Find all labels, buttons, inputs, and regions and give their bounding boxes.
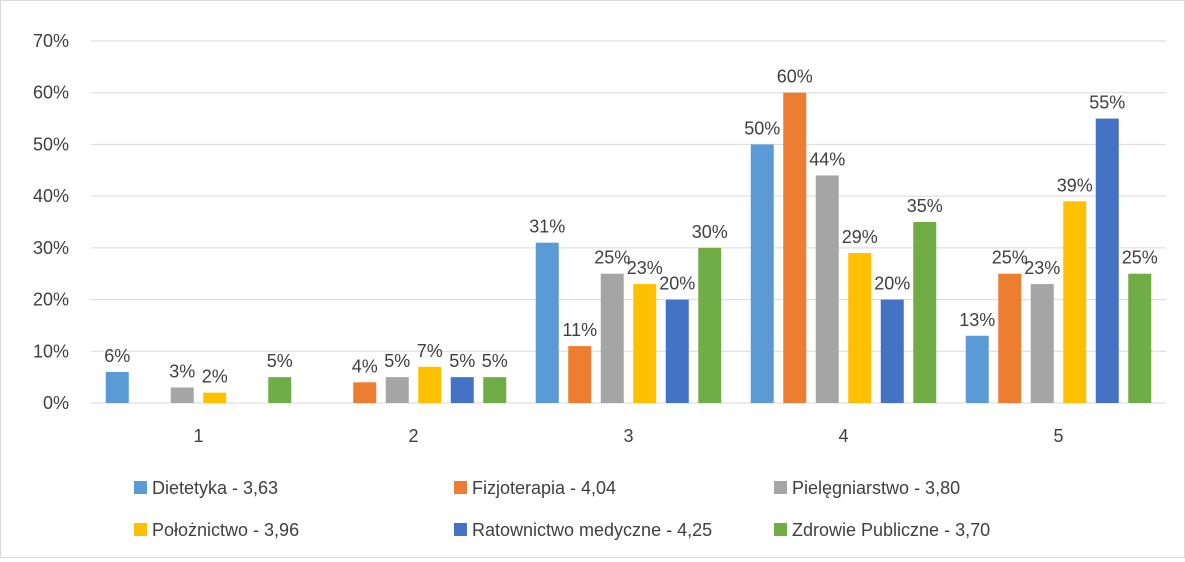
- data-label: 55%: [1089, 93, 1125, 113]
- data-label: 31%: [529, 217, 565, 237]
- y-tick-label: 60%: [33, 83, 69, 103]
- bar: [105, 371, 129, 403]
- bar: [665, 299, 689, 403]
- bar: [385, 377, 409, 403]
- y-tick-label: 40%: [33, 186, 69, 206]
- data-label: 60%: [777, 67, 813, 87]
- bar: [848, 253, 872, 403]
- bar: [698, 247, 722, 403]
- legend-swatch: [134, 481, 147, 494]
- bar: [568, 346, 592, 403]
- y-tick-label: 20%: [33, 290, 69, 310]
- bar: [1030, 284, 1054, 403]
- bar: [483, 377, 507, 403]
- data-label: 5%: [449, 351, 475, 371]
- legend-item: Zdrowie Publiczne - 3,70: [774, 520, 990, 540]
- legend-item: Pielęgniarstwo - 3,80: [774, 478, 960, 498]
- data-label: 25%: [594, 248, 630, 268]
- legend-label: Zdrowie Publiczne - 3,70: [792, 520, 990, 540]
- bar: [203, 392, 227, 403]
- x-tick-label: 5: [1053, 426, 1063, 446]
- bar: [633, 284, 657, 403]
- legend-item: Fizjoterapia - 4,04: [454, 478, 616, 498]
- legend-swatch: [454, 523, 467, 536]
- data-label: 44%: [809, 149, 845, 169]
- legend-label: Dietetyka - 3,63: [152, 478, 278, 498]
- legend-swatch: [774, 481, 787, 494]
- bar: [450, 377, 474, 403]
- data-label: 6%: [104, 346, 130, 366]
- data-label: 2%: [202, 367, 228, 387]
- data-label: 25%: [1122, 248, 1158, 268]
- bar: [1063, 201, 1087, 403]
- bar: [998, 273, 1022, 403]
- bar: [913, 222, 937, 403]
- bar: [268, 377, 292, 403]
- x-tick-label: 4: [838, 426, 848, 446]
- data-label: 5%: [482, 351, 508, 371]
- legend-label: Ratownictwo medyczne - 4,25: [472, 520, 712, 540]
- legend-swatch: [134, 523, 147, 536]
- bars: [105, 92, 1152, 404]
- data-label: 11%: [562, 320, 597, 340]
- y-tick-label: 30%: [33, 238, 69, 258]
- bar: [170, 387, 194, 403]
- data-label: 20%: [874, 274, 910, 294]
- data-label: 5%: [267, 351, 293, 371]
- legend-label: Pielęgniarstwo - 3,80: [792, 478, 960, 498]
- bar: [880, 299, 904, 403]
- bar: [783, 92, 807, 403]
- data-label: 4%: [352, 356, 378, 376]
- legend-item: Dietetyka - 3,63: [134, 478, 278, 498]
- bar: [815, 175, 839, 403]
- y-tick-label: 50%: [33, 134, 69, 154]
- data-label: 23%: [627, 258, 663, 278]
- data-label: 25%: [992, 248, 1028, 268]
- data-label: 7%: [417, 341, 443, 361]
- data-label: 5%: [384, 351, 410, 371]
- x-tick-label: 1: [193, 426, 203, 446]
- x-axis-ticks: 1 2 3 4 5: [193, 426, 1063, 446]
- data-label: 23%: [1024, 258, 1060, 278]
- y-axis-ticks: 0% 10% 20% 30% 40% 50% 60% 70%: [33, 31, 69, 413]
- data-label: 3%: [169, 361, 195, 381]
- data-label: 50%: [744, 118, 780, 138]
- gridlines: [91, 40, 1166, 404]
- bar: [600, 273, 624, 403]
- legend-swatch: [454, 481, 467, 494]
- legend: Dietetyka - 3,63 Fizjoterapia - 4,04 Pielę…: [134, 478, 990, 540]
- bar: [1128, 273, 1152, 403]
- legend-item: Ratownictwo medyczne - 4,25: [454, 520, 712, 540]
- data-labels: 6%3% 2%5% 4% 5%7%5% 5%31%11%25%23%20%30%50%6…: [104, 67, 1158, 387]
- data-label: 35%: [907, 196, 943, 216]
- bar: [418, 366, 442, 403]
- bar: [535, 242, 559, 403]
- bar: [965, 335, 989, 403]
- legend-label: Położnictwo - 3,96: [152, 520, 299, 540]
- legend-item: Położnictwo - 3,96: [134, 520, 299, 540]
- legend-swatch: [774, 523, 787, 536]
- x-tick-label: 2: [408, 426, 418, 446]
- bar: [1095, 118, 1119, 404]
- y-tick-label: 10%: [33, 341, 69, 361]
- data-label: 13%: [959, 310, 995, 330]
- data-label: 29%: [842, 227, 878, 247]
- y-tick-label: 0%: [43, 393, 69, 413]
- data-label: 30%: [692, 222, 728, 242]
- data-label: 20%: [659, 274, 695, 294]
- legend-label: Fizjoterapia - 4,04: [472, 478, 616, 498]
- y-tick-label: 70%: [33, 31, 69, 51]
- bar: [353, 382, 377, 403]
- data-label: 39%: [1057, 175, 1093, 195]
- bar: [750, 144, 774, 403]
- x-tick-label: 3: [623, 426, 633, 446]
